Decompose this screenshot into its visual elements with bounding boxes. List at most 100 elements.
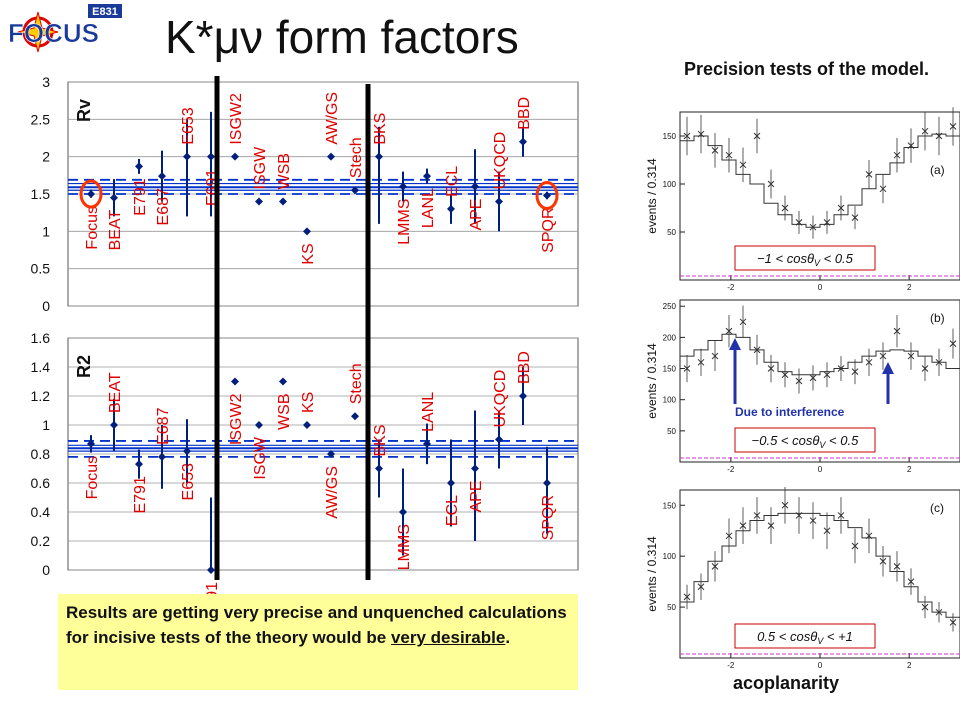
histogram-point (809, 223, 817, 231)
arrow-head (729, 338, 741, 350)
x-tick-label: 0 (818, 465, 823, 474)
histogram-point (753, 512, 761, 519)
cut-hi: < 0.5 (820, 251, 854, 266)
arrow-head (882, 362, 894, 374)
measurement-label: Focus (84, 206, 101, 250)
measurement-label: Stech (348, 137, 365, 178)
measurement-label: BBD (516, 97, 533, 130)
data-point (279, 377, 287, 386)
data-point (447, 204, 455, 213)
histogram-point (711, 352, 719, 360)
y-tick-label: 0.8 (31, 446, 51, 462)
x-tick-label: 2 (907, 465, 912, 474)
histogram-point (697, 130, 705, 138)
cut-label: −0.5 < cosθV < 0.5 (752, 433, 859, 450)
y-tick-label: 0.6 (31, 475, 51, 491)
measurement-label: BBD (516, 351, 533, 384)
cut-label: −1 < cosθV < 0.5 (757, 251, 854, 268)
histogram-point (865, 532, 873, 540)
measurement-label: BKS (372, 424, 389, 456)
y-tick-label: 100 (663, 552, 677, 561)
histogram-point (893, 327, 901, 335)
histogram-point (683, 593, 691, 601)
y-tick-label: 150 (663, 365, 677, 374)
highlight-circle (535, 180, 559, 210)
y-tick-label: 0 (42, 298, 50, 314)
histogram-point (935, 608, 943, 616)
histogram-point (767, 180, 775, 188)
panel-label: Rv (74, 99, 94, 122)
x-tick-label: -2 (727, 465, 735, 474)
histogram-point (725, 532, 733, 540)
measurement-label: E653 (180, 463, 197, 500)
histogram-point (739, 161, 747, 169)
data-point (399, 508, 407, 516)
y-tick-label: 0.2 (31, 533, 51, 549)
histogram-point (907, 142, 915, 149)
data-point (135, 162, 143, 171)
data-point (471, 182, 479, 191)
y-tick-label: 100 (663, 396, 677, 405)
data-point (303, 227, 311, 236)
cut-box (734, 427, 876, 453)
data-point (327, 450, 335, 458)
data-point (158, 452, 166, 461)
cut-sub: V (817, 636, 824, 646)
histogram-point (767, 365, 775, 372)
y-tick-label: 3 (42, 74, 50, 90)
panel-label: R2 (74, 355, 94, 378)
y-tick-label: 200 (663, 333, 677, 342)
logo-text: FOCUS (8, 18, 99, 48)
y-tick-label: 0.5 (31, 261, 51, 277)
results-text: Results are getting very precise and unq… (66, 603, 567, 647)
y-tick-label: 2.5 (31, 111, 51, 127)
data-point (471, 464, 479, 473)
histogram-ylabel: events / 0.314 (645, 343, 659, 419)
data-point (87, 439, 95, 448)
histogram-point (739, 522, 747, 529)
measurement-label: E791 (132, 178, 149, 215)
histogram-point (781, 204, 789, 212)
cut-hi: < 0.5 (825, 433, 859, 448)
histogram-point (823, 371, 831, 379)
histogram-point (907, 578, 915, 585)
histogram-point (851, 542, 859, 550)
measurement-label: E687 (155, 188, 172, 225)
data-point (375, 464, 383, 473)
measurement-label: E653 (180, 107, 197, 144)
data-point (423, 439, 431, 448)
y-tick-label: 1.5 (31, 186, 51, 202)
data-point (519, 137, 527, 146)
measurement-label: SPQR (540, 495, 557, 540)
histogram-point (893, 151, 901, 159)
data-point (327, 152, 335, 161)
measurement-label: APE (468, 481, 485, 513)
histogram-point (809, 374, 817, 382)
measurement-label: ISGW2 (228, 93, 245, 145)
histogram-point (949, 340, 957, 347)
histogram-point (837, 365, 845, 372)
histogram-fit (680, 333, 960, 376)
histogram-point (697, 583, 705, 591)
histogram-point (921, 127, 929, 135)
y-tick-label: 1 (42, 223, 50, 239)
y-tick-label: 1.4 (31, 359, 51, 375)
cut-box (734, 245, 876, 271)
data-point (423, 172, 431, 181)
data-point (231, 152, 239, 161)
histogram-point (879, 557, 887, 565)
histogram-point (697, 358, 705, 366)
x-tick-label: -2 (727, 661, 735, 670)
histogram-point (767, 522, 775, 529)
histogram-ylabel: events / 0.314 (645, 536, 659, 612)
measurement-label: SPQR (540, 207, 557, 252)
data-point (207, 152, 215, 161)
measurement-label: ISGW2 (228, 393, 245, 445)
y-tick-label: 100 (663, 180, 677, 189)
y-tick-label: 2 (42, 149, 50, 165)
data-point (207, 566, 215, 574)
data-point (255, 421, 263, 429)
cut-sub: V (819, 440, 826, 450)
data-point (543, 479, 551, 487)
